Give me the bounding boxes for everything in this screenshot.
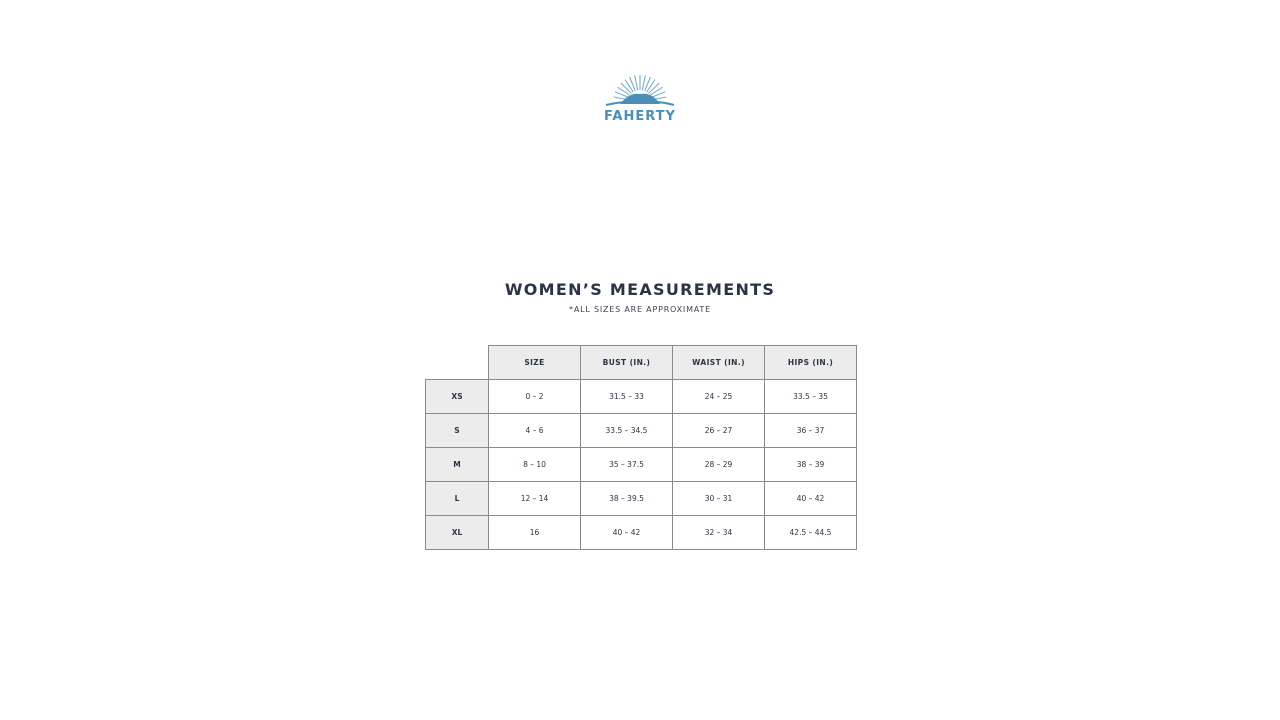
table-cell: 38 – 39.5 bbox=[580, 481, 673, 516]
row-header: L bbox=[425, 481, 489, 516]
table-row: XS 0 – 2 31.5 – 33 24 – 25 33.5 – 35 bbox=[425, 379, 857, 414]
table-cell: 33.5 – 34.5 bbox=[580, 413, 673, 448]
table-cell: 26 – 27 bbox=[672, 413, 765, 448]
column-header: HIPS (IN.) bbox=[764, 345, 857, 380]
row-header: XL bbox=[425, 515, 489, 550]
table-cell: 12 – 14 bbox=[488, 481, 581, 516]
table-cell: 32 – 34 bbox=[672, 515, 765, 550]
column-header: SIZE bbox=[488, 345, 581, 380]
sunburst-icon bbox=[605, 75, 675, 106]
table-cell: 30 – 31 bbox=[672, 481, 765, 516]
sun-ray bbox=[614, 91, 630, 98]
sun-ray bbox=[634, 75, 639, 91]
sun-ray bbox=[624, 79, 634, 93]
table-cell: 38 – 39 bbox=[764, 447, 857, 482]
page-subtitle: *ALL SIZES ARE APPROXIMATE bbox=[569, 305, 711, 314]
sun-ray bbox=[648, 82, 660, 94]
row-header: S bbox=[425, 413, 489, 448]
sun-ray bbox=[617, 86, 631, 96]
table-row: XL 16 40 – 42 32 – 34 42.5 – 44.5 bbox=[425, 515, 857, 550]
size-chart-table: SIZE BUST (IN.) WAIST (IN.) HIPS (IN.) X… bbox=[425, 345, 857, 550]
table-cell: 31.5 – 33 bbox=[580, 379, 673, 414]
sun-ray bbox=[650, 91, 666, 98]
table-header-row: SIZE BUST (IN.) WAIST (IN.) HIPS (IN.) bbox=[425, 345, 857, 380]
table-cell: 16 bbox=[488, 515, 581, 550]
row-header: XS bbox=[425, 379, 489, 414]
table-cell: 40 – 42 bbox=[580, 515, 673, 550]
sun-ray bbox=[620, 82, 632, 94]
sun-ray bbox=[644, 76, 651, 92]
table-cell: 36 – 37 bbox=[764, 413, 857, 448]
faherty-logo: FAHERTY bbox=[598, 74, 682, 130]
sun-ray bbox=[641, 75, 646, 91]
table-cell: 42.5 – 44.5 bbox=[764, 515, 857, 550]
table-cell: 33.5 – 35 bbox=[764, 379, 857, 414]
table-cell: 0 – 2 bbox=[488, 379, 581, 414]
page-title: WOMEN’S MEASUREMENTS bbox=[504, 280, 776, 299]
sun-ray bbox=[629, 76, 636, 92]
logo-wordmark: FAHERTY bbox=[604, 109, 676, 124]
row-header: M bbox=[425, 447, 489, 482]
sun-ray bbox=[649, 86, 663, 96]
table-cell: 35 – 37.5 bbox=[580, 447, 673, 482]
sun-ray bbox=[646, 79, 656, 93]
table-corner bbox=[425, 345, 489, 380]
table-cell: 24 – 25 bbox=[672, 379, 765, 414]
table-row: L 12 – 14 38 – 39.5 30 – 31 40 – 42 bbox=[425, 481, 857, 516]
table-cell: 4 – 6 bbox=[488, 413, 581, 448]
table-cell: 40 – 42 bbox=[764, 481, 857, 516]
column-header: BUST (IN.) bbox=[580, 345, 673, 380]
table-cell: 8 – 10 bbox=[488, 447, 581, 482]
table-cell: 28 – 29 bbox=[672, 447, 765, 482]
column-header: WAIST (IN.) bbox=[672, 345, 765, 380]
